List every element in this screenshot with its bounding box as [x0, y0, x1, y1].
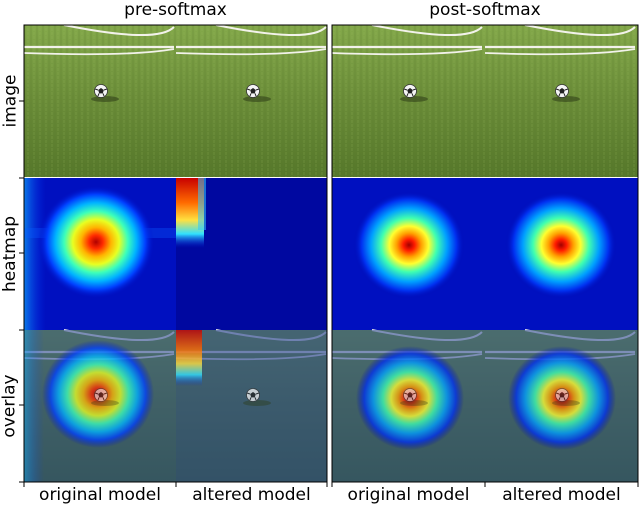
- image-pre-altered: [174, 23, 328, 177]
- axes-frame: [19, 24, 639, 487]
- overlay-pre-original: [22, 328, 176, 482]
- title-pre-softmax: pre-softmax: [124, 0, 227, 20]
- panel-post-altered: [483, 23, 638, 482]
- image-pre-original: [22, 23, 176, 177]
- heatmap-post-altered: [485, 178, 638, 330]
- col-label-post-altered: altered model: [502, 485, 621, 505]
- col-label-pre-altered: altered model: [192, 485, 311, 505]
- overlay-post-original: [330, 328, 485, 482]
- col-label-pre-original: original model: [39, 485, 161, 505]
- panel-pre-altered: [174, 23, 328, 482]
- col-label-post-original: original model: [347, 485, 470, 505]
- panel-pre-original: [22, 23, 176, 482]
- image-post-original: [330, 23, 485, 177]
- panel-post-original: [330, 23, 485, 482]
- overlay-pre-altered: [174, 328, 328, 482]
- heatmap-pre-altered: [176, 178, 327, 330]
- heatmap-post-original: [332, 178, 485, 330]
- title-post-softmax: post-softmax: [429, 0, 541, 20]
- image-post-altered: [483, 23, 638, 177]
- overlay-post-altered: [483, 328, 638, 482]
- heatmap-pre-original: [24, 178, 176, 330]
